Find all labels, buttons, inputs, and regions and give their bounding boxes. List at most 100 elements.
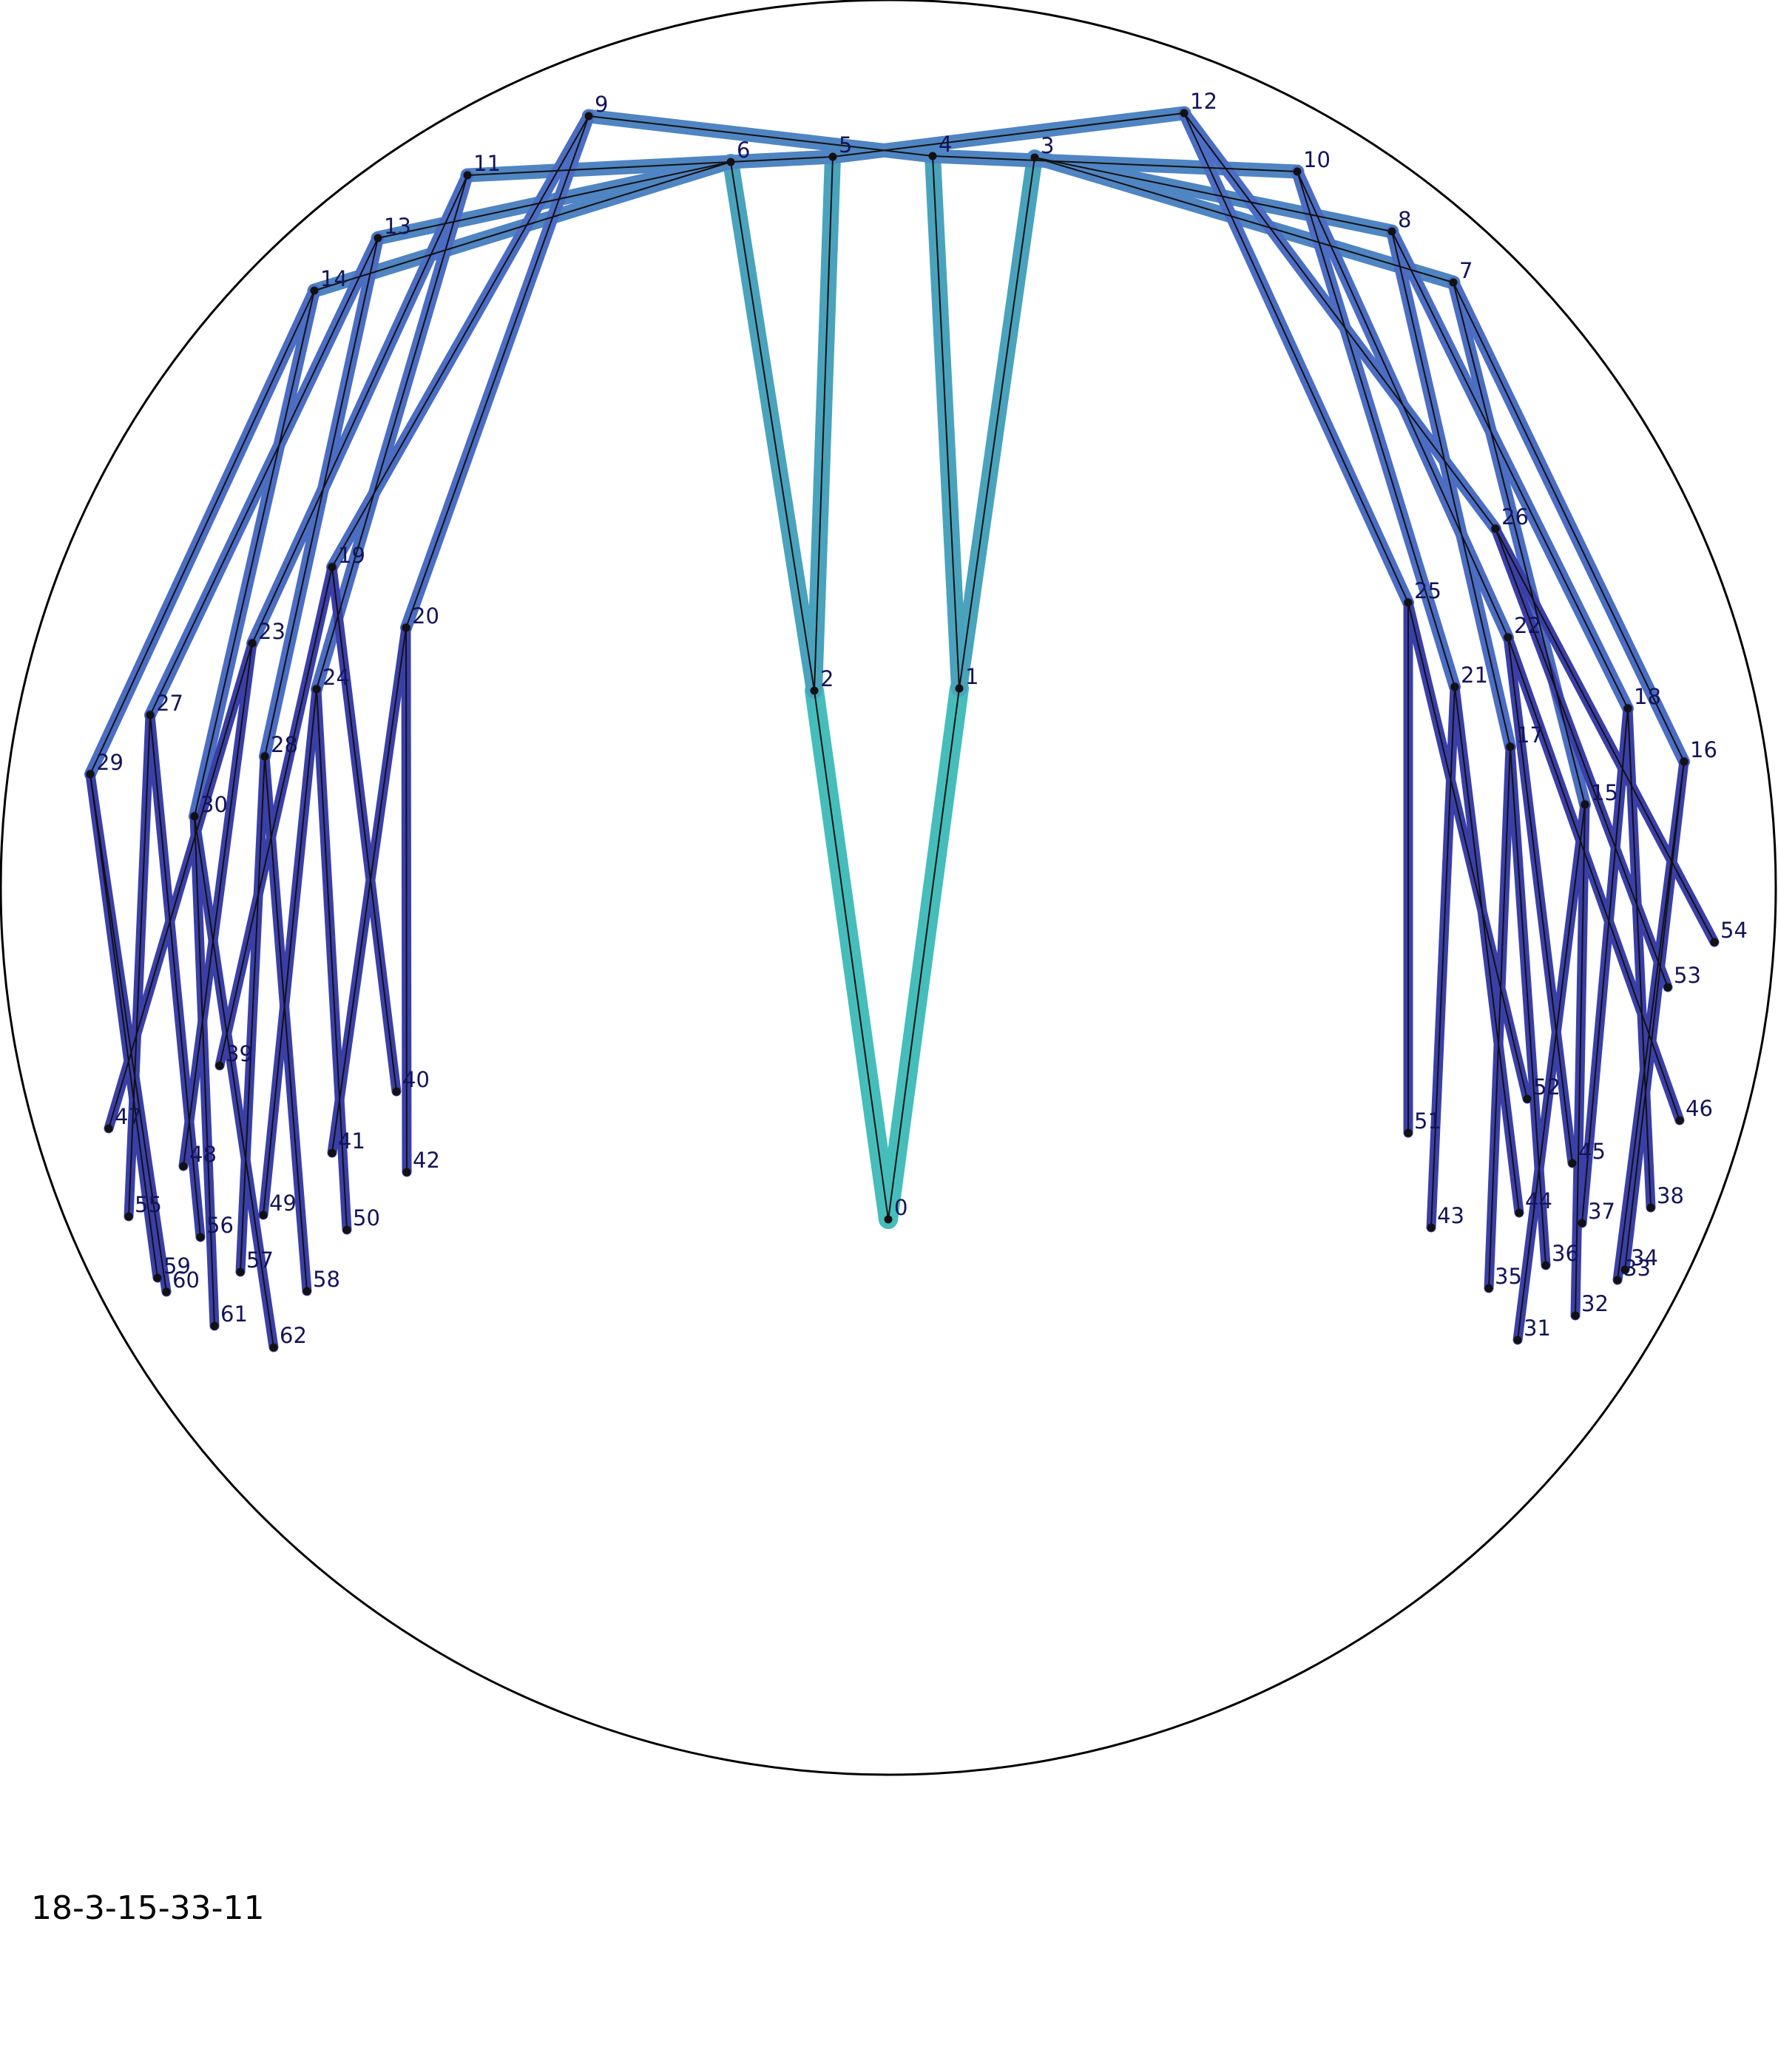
- edge-center-11-24: [316, 175, 468, 690]
- edge-center-13-28: [264, 237, 379, 757]
- node-58: [302, 1287, 311, 1296]
- edge-center-14-29: [89, 290, 315, 775]
- edge-center-15-32: [1575, 804, 1586, 1316]
- node-label-16: 16: [1690, 737, 1717, 762]
- edge-center-10-21: [1297, 171, 1456, 688]
- node-47: [104, 1124, 113, 1133]
- node-18: [1623, 704, 1632, 713]
- edge-center-3-8: [1034, 157, 1393, 232]
- node-label-38: 38: [1657, 1183, 1684, 1208]
- node-39: [215, 1061, 224, 1070]
- node-labels: 0123456789101112131415161718192021222324…: [96, 89, 1748, 1348]
- node-16: [1680, 757, 1689, 766]
- node-label-18: 18: [1634, 684, 1661, 709]
- node-6: [726, 158, 735, 166]
- edge-center-23-47: [108, 643, 253, 1129]
- node-label-59: 59: [163, 1253, 191, 1279]
- edge-center-18-37: [1581, 708, 1629, 1224]
- node-29: [86, 770, 95, 779]
- edge-center-4-9: [588, 115, 933, 157]
- node-32: [1571, 1311, 1580, 1320]
- edge-center-25-52: [1407, 602, 1528, 1100]
- edge-center-24-50: [316, 688, 348, 1230]
- edge-center-27-55: [128, 714, 151, 1217]
- node-label-10: 10: [1303, 147, 1331, 172]
- node-41: [328, 1148, 337, 1157]
- node-label-30: 30: [200, 792, 228, 817]
- node-label-25: 25: [1414, 578, 1441, 603]
- node-56: [196, 1233, 205, 1242]
- edge-center-2-6: [730, 161, 815, 691]
- node-49: [259, 1211, 268, 1219]
- node-61: [210, 1321, 219, 1330]
- edge-center-12-25: [1183, 112, 1409, 603]
- edge-center-7-16: [1453, 282, 1685, 762]
- edge-center-8-17: [1391, 231, 1511, 748]
- node-label-53: 53: [1674, 963, 1701, 988]
- node-label-7: 7: [1459, 258, 1473, 283]
- node-label-57: 57: [246, 1247, 274, 1273]
- edge-center-9-20: [405, 115, 589, 629]
- node-label-22: 22: [1514, 613, 1541, 638]
- node-label-43: 43: [1437, 1203, 1464, 1228]
- node-0: [884, 1215, 893, 1224]
- node-label-11: 11: [473, 151, 501, 176]
- edge-center-2-5: [814, 156, 834, 691]
- edge-center-18-38: [1627, 708, 1652, 1208]
- edge-center-22-46: [1507, 637, 1680, 1121]
- edge-center-12-26: [1183, 112, 1496, 529]
- node-31: [1513, 1335, 1522, 1344]
- node-38: [1646, 1203, 1655, 1212]
- node-label-37: 37: [1588, 1199, 1615, 1224]
- edge-center-1-3: [959, 157, 1035, 689]
- node-40: [392, 1087, 401, 1096]
- node-label-34: 34: [1631, 1245, 1658, 1270]
- node-23: [248, 639, 257, 648]
- edge-center-13-27: [149, 237, 379, 716]
- nodes: [86, 109, 1719, 1352]
- node-label-31: 31: [1524, 1316, 1551, 1341]
- node-label-62: 62: [280, 1323, 307, 1348]
- node-label-21: 21: [1461, 663, 1488, 688]
- node-21: [1450, 683, 1459, 691]
- diagram-caption: 18-3-15-33-11: [31, 1889, 265, 1927]
- node-7: [1449, 278, 1458, 287]
- edge-center-24-49: [263, 688, 317, 1216]
- node-label-36: 36: [1552, 1241, 1579, 1266]
- node-36: [1541, 1261, 1550, 1270]
- node-45: [1568, 1159, 1577, 1168]
- edge-center-28-57: [240, 756, 266, 1273]
- node-43: [1427, 1223, 1436, 1232]
- node-5: [828, 152, 837, 161]
- node-label-55: 55: [135, 1192, 162, 1217]
- node-24: [312, 685, 321, 694]
- node-25: [1404, 598, 1413, 607]
- node-label-54: 54: [1720, 918, 1748, 943]
- node-50: [342, 1225, 351, 1234]
- node-20: [402, 623, 410, 632]
- node-35: [1484, 1284, 1493, 1293]
- node-19: [328, 563, 337, 572]
- node-label-13: 13: [384, 214, 411, 239]
- node-14: [310, 286, 319, 295]
- node-label-47: 47: [115, 1104, 142, 1129]
- edge-center-11-23: [251, 175, 468, 644]
- node-17: [1506, 742, 1515, 751]
- node-55: [124, 1212, 133, 1221]
- node-label-4: 4: [939, 132, 952, 157]
- node-1: [955, 684, 964, 693]
- edge-center-30-62: [194, 816, 274, 1348]
- node-label-26: 26: [1501, 504, 1529, 529]
- node-22: [1504, 633, 1512, 642]
- edge-center-28-58: [264, 756, 308, 1292]
- edge-center-29-60: [89, 773, 167, 1293]
- node-label-6: 6: [737, 138, 750, 163]
- node-label-49: 49: [269, 1191, 297, 1216]
- node-57: [236, 1267, 245, 1276]
- node-28: [260, 752, 269, 761]
- edge-center-6-14: [314, 161, 731, 291]
- edge-center-20-41: [331, 627, 407, 1154]
- node-26: [1491, 524, 1500, 533]
- edge-center-26-54: [1495, 528, 1715, 943]
